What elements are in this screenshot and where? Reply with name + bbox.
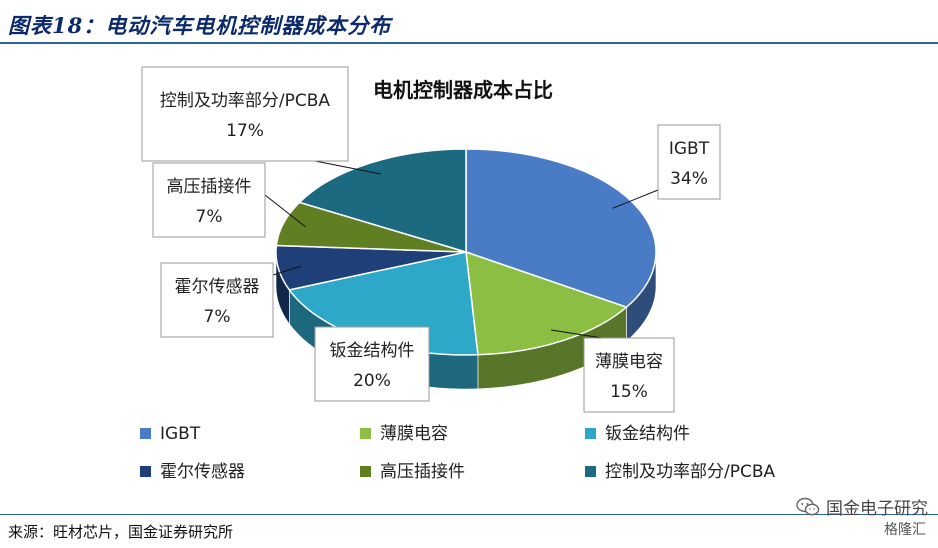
legend-swatch-2 <box>360 428 371 439</box>
callout-label-4: 霍尔传感器 <box>175 277 260 297</box>
leader-1 <box>612 189 659 209</box>
callout-box-6 <box>141 66 349 162</box>
legend-label-5: 高压插接件 <box>380 462 465 482</box>
leader-6 <box>314 160 381 175</box>
legend-label-6: 控制及功率部分/PCBA <box>605 462 776 482</box>
callout-box-2 <box>583 337 675 413</box>
brand-name: 国金电子研究 <box>826 499 928 519</box>
pie-top-faces <box>275 148 657 356</box>
legend-label-1: IGBT <box>160 424 201 444</box>
chart-title: 电机控制器成本占比 <box>373 78 553 102</box>
legend-label-4: 霍尔传感器 <box>160 462 245 482</box>
brand-mark: 国金电子研究 <box>796 494 928 519</box>
legend-swatch-5 <box>360 466 371 477</box>
legend-label-2: 薄膜电容 <box>380 424 448 444</box>
callout-pct-6: 17% <box>226 121 264 141</box>
legend-swatch-1 <box>140 428 151 439</box>
callout-box-5 <box>152 162 266 238</box>
source-rule <box>0 514 938 515</box>
callout-label-1: IGBT <box>669 139 710 159</box>
leader-4 <box>272 265 302 276</box>
callout-pct-3: 20% <box>353 371 391 391</box>
title-rule <box>0 42 938 44</box>
callout-label-5: 高压插接件 <box>167 177 252 197</box>
leader-5 <box>264 194 306 228</box>
slice-6 <box>298 148 467 254</box>
callout-box-3 <box>314 326 430 402</box>
wechat-icon <box>796 497 820 515</box>
callout-label-3: 钣金结构件 <box>330 341 415 361</box>
pie-chart: 电机控制器成本占比 IGBT 34% 薄膜电容 15% 钣金结构件 20% 霍尔传感器 7% 高压… <box>140 66 776 482</box>
legend-swatch-6 <box>585 466 596 477</box>
callout-pct-5: 7% <box>196 207 223 227</box>
callouts: IGBT 34% 薄膜电容 15% 钣金结构件 20% 霍尔传感器 7% 高压插接件 7% 控制及功… <box>141 66 721 413</box>
legend-label-3: 钣金结构件 <box>605 424 690 444</box>
callout-pct-4: 7% <box>204 307 231 327</box>
callout-label-2: 薄膜电容 <box>595 352 663 372</box>
legend-swatch-3 <box>585 428 596 439</box>
slice-2 <box>465 250 628 356</box>
watermark-text: 格隆汇 <box>884 519 926 539</box>
callout-box-1 <box>657 124 721 200</box>
callout-box-4 <box>160 262 274 338</box>
legend-swatch-4 <box>140 466 151 477</box>
callout-pct-1: 34% <box>670 169 708 189</box>
source-note: 来源：旺材芯片，国金证券研究所 <box>8 523 234 541</box>
callout-pct-2: 15% <box>610 382 648 402</box>
figure-title: 图表18：电动汽车电机控制器成本分布 <box>8 13 392 38</box>
callout-label-6: 控制及功率部分/PCBA <box>160 91 331 111</box>
chart-panel: 电机控制器成本占比 IGBT 34% 薄膜电容 15% 钣金结构件 20% 霍尔传感器 7% 高压… <box>115 45 820 513</box>
